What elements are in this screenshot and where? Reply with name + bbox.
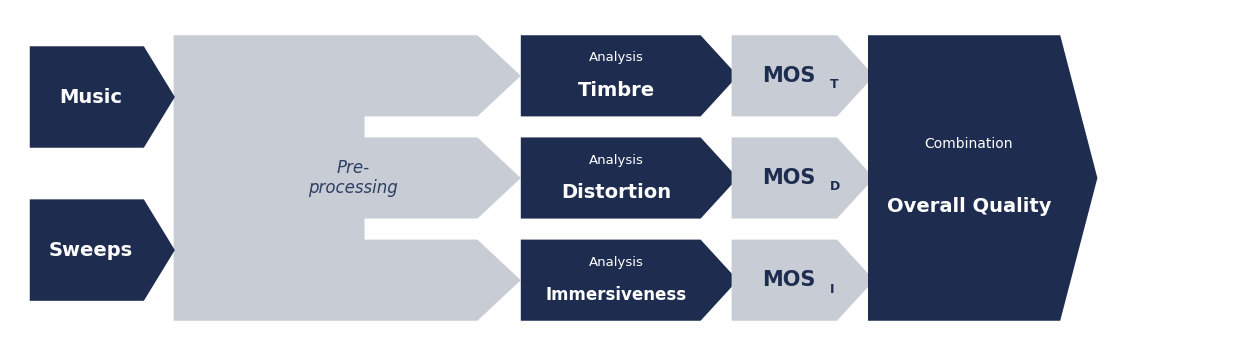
Text: MOS: MOS [761,168,816,188]
Text: MOS: MOS [761,66,816,86]
Text: Analysis: Analysis [589,256,644,269]
Polygon shape [732,137,874,219]
Text: Distortion: Distortion [562,183,671,202]
Text: Analysis: Analysis [589,52,644,64]
Polygon shape [174,35,521,321]
Polygon shape [521,137,738,219]
Text: Immersiveness: Immersiveness [546,286,687,304]
Polygon shape [30,46,175,148]
Polygon shape [732,240,874,321]
Text: Timbre: Timbre [578,81,655,100]
Polygon shape [30,199,175,301]
Polygon shape [521,240,738,321]
Text: D: D [830,180,839,193]
Text: Sweeps: Sweeps [48,241,133,260]
Text: Pre-
processing: Pre- processing [309,159,398,197]
Polygon shape [521,35,738,116]
Text: MOS: MOS [761,270,816,290]
Polygon shape [868,35,1097,321]
Text: Overall Quality: Overall Quality [887,197,1052,216]
Polygon shape [732,35,874,116]
Text: T: T [830,78,838,91]
Text: Combination: Combination [925,137,1013,151]
Text: Analysis: Analysis [589,154,644,167]
Text: I: I [830,283,835,295]
Text: Music: Music [60,88,123,106]
